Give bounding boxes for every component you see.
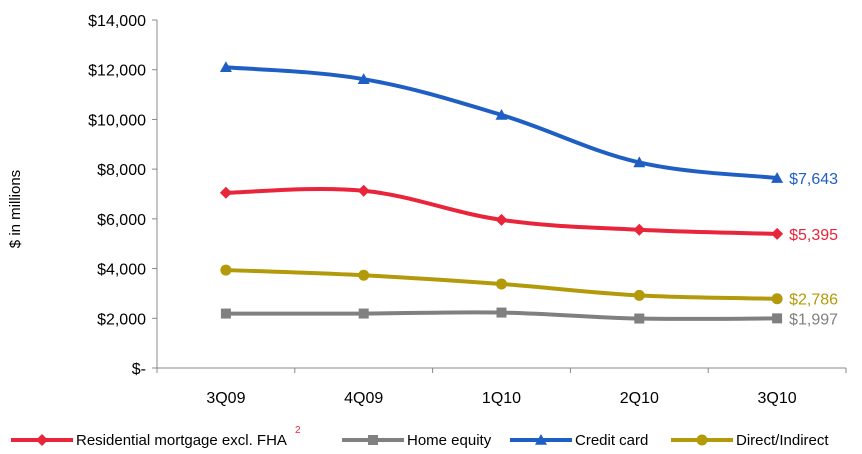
data-label: $2,786 [789,292,838,309]
data-point [496,307,507,318]
legend-item: Direct/Indirect [671,432,829,449]
series-direct-indirect: $2,786 [220,264,838,309]
x-tick-label: 4Q09 [344,390,383,407]
x-tick-label: 3Q10 [758,390,797,407]
legend-label: Credit card [575,432,648,449]
data-point [495,213,508,226]
data-point [633,289,645,301]
x-axis: 3Q09 4Q09 1Q10 2Q10 3Q10 [156,367,847,407]
data-point [633,223,646,236]
data-point [219,186,232,199]
y-tick-label: $2,000 [97,311,146,328]
data-point [633,156,646,168]
data-point [771,227,784,240]
y-axis: $- $2,000 $4,000 $6,000 $8,000 $10,000 $12,000… [88,13,158,378]
legend-label: Direct/Indirect [736,432,829,449]
x-tick-label: 2Q10 [620,390,659,407]
data-point [358,308,369,319]
series-home-equity: $1,997 [220,307,838,328]
legend-marker [535,434,547,445]
data-point [220,308,231,319]
data-point [495,108,508,120]
legend-label: Home equity [407,432,492,449]
legend-item: Home equity [342,432,492,449]
data-label: $7,643 [789,171,838,188]
x-tick-label: 3Q09 [206,390,245,407]
series-residential-mortgage-excl-fha: $5,395 [219,184,838,244]
y-tick-label: $14,000 [88,13,146,30]
legend-superscript: 2 [295,425,301,436]
y-tick-label: $10,000 [88,112,146,129]
data-label: $1,997 [789,311,838,328]
y-axis-label: $ in millions [7,170,24,248]
data-point [358,269,370,281]
y-tick-label: $6,000 [97,212,146,229]
data-point [220,264,232,276]
y-tick-label: $8,000 [97,162,146,179]
legend-label: Residential mortgage excl. FHA [76,432,287,449]
y-tick-label: $- [132,361,146,378]
series-line [225,186,778,236]
data-point [771,293,783,305]
data-point [496,278,507,290]
legend-item: Credit card [510,432,648,449]
y-tick-label: $4,000 [97,262,146,279]
series-credit-card: $7,643 [219,61,838,188]
y-tick-label: $12,000 [88,63,146,80]
data-point [357,73,370,84]
legend-item: Residential mortgage excl. FHA 2 [11,425,301,449]
data-point [771,172,784,183]
legend-marker [368,435,378,445]
data-point [357,184,370,197]
legend: Residential mortgage excl. FHA 2 Home equi… [11,425,829,449]
data-point [772,313,783,324]
series-layer: $5,395 $1,997 $7,643 $2,786 [219,61,838,328]
data-label: $5,395 [789,227,838,244]
legend-marker [696,434,708,446]
data-point [634,313,645,324]
data-point [219,61,232,73]
series-line [225,65,778,181]
legend-marker [36,434,48,446]
x-tick-label: 1Q10 [482,390,521,407]
